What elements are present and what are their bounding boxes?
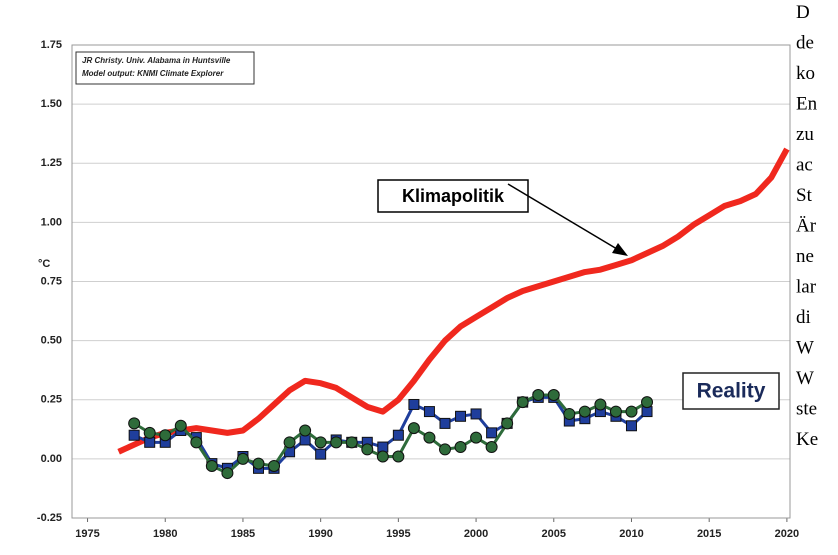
point [594,398,607,411]
side-text: ste [796,399,817,420]
point [439,417,451,429]
point [190,436,203,449]
point [609,405,622,418]
y-tick-label: 1.75 [41,39,62,51]
point [283,436,296,449]
point [330,436,343,449]
y-tick-label: 0.75 [41,275,62,287]
point [345,436,358,449]
point [392,429,404,441]
x-tick-label: 2000 [464,528,488,540]
source-box [75,51,255,85]
side-text: lar [796,277,817,298]
point [408,398,420,410]
point [563,407,576,420]
annotation-arrow [507,183,623,253]
point [299,424,312,437]
point [143,426,156,439]
point [236,452,249,465]
plot-frame [71,44,791,519]
point [455,410,467,422]
y-tick-label: -0.25 [37,512,62,524]
annotation-box [682,372,780,410]
side-text: ko [796,63,815,84]
point [252,457,265,470]
point [314,436,327,449]
y-tick-label: 1.00 [41,216,62,228]
side-text: Är [796,216,817,237]
x-tick-label: 2015 [697,528,721,540]
side-text: de [796,33,814,54]
point [470,408,482,420]
annotation: Klimapolitik [402,186,505,206]
x-tick-label: 1990 [308,528,332,540]
x-tick-label: 2010 [619,528,643,540]
point [205,459,218,472]
y-axis-label: °C [38,258,50,270]
plot: -0.25 0.00 0.25 0.50 0.75 1.00 1.25 1.50 1.75 197… [37,39,799,540]
point [174,419,187,432]
point [392,450,405,463]
side-text: Ke [796,429,818,450]
point [470,431,483,444]
x-tick-label: 1975 [75,528,99,540]
point [268,459,281,472]
x-tick-label: 2005 [542,528,566,540]
y-tick-label: 0.25 [41,394,62,406]
side-text: zu [796,124,814,145]
point [516,396,529,409]
side-text: En [796,94,818,115]
point [128,417,141,430]
side-text: di [796,307,811,328]
source-line: Model output: KNMI Climate Explorer [82,69,224,78]
point [159,429,172,442]
series-line [117,147,790,455]
point [438,443,451,456]
source-line: JR Christy. Univ. Alabama in Huntsville [82,56,231,65]
point [221,467,234,480]
annotation-box [377,179,529,213]
series-line [133,395,649,470]
series-line [133,393,648,475]
annotation: Reality [697,380,766,403]
point [454,441,467,454]
x-tick-label: 2020 [775,528,799,540]
point [547,389,560,402]
side-text: ac [796,155,813,176]
side-text: St [796,185,813,206]
x-tick-label: 1995 [386,528,410,540]
side-text: ne [796,246,814,267]
y-tick-label: 0.50 [41,335,62,347]
point [485,441,498,454]
side-text: W [796,368,814,389]
point [423,431,436,444]
point [486,427,498,439]
point [532,389,545,402]
point [641,396,654,409]
x-tick-label: 1985 [231,528,255,540]
point [407,422,420,435]
point [423,406,435,418]
side-text: D [796,2,810,23]
point [625,405,638,418]
arrowhead [612,243,628,256]
point [128,429,140,441]
point [501,417,514,430]
x-tick-label: 1980 [153,528,177,540]
y-tick-label: 1.25 [41,157,62,169]
y-tick-label: 1.50 [41,98,62,110]
point [361,443,374,456]
point [315,448,327,460]
side-text: W [796,338,814,359]
y-tick-label: 0.00 [41,453,62,465]
point [578,405,591,418]
point [625,420,637,432]
point [376,450,389,463]
